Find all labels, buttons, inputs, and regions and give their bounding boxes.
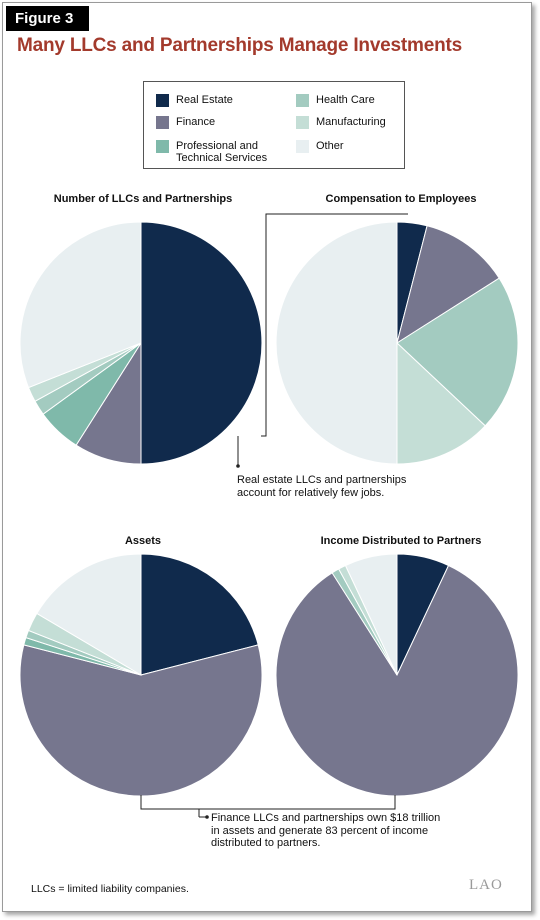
- pie-slice-other: [344, 553, 398, 676]
- pie-slice-other: [19, 221, 142, 389]
- chart-title-compensation: Compensation to Employees: [325, 193, 477, 205]
- chart-title-number: Number of LLCs and Partnerships: [53, 193, 233, 205]
- legend-label-professional-line-2: Technical Services: [176, 152, 268, 164]
- finance-leader-dot: [205, 815, 209, 819]
- legend: Real Estate Finance Professional and Tec…: [143, 81, 405, 169]
- legend-swatch-other: [296, 140, 309, 153]
- real-estate-note-line-2: account for relatively few jobs.: [237, 486, 385, 499]
- lao-logo: LAO: [469, 877, 503, 893]
- legend-label-professional: Professional and Technical Services: [176, 140, 267, 164]
- legend-label-finance: Finance: [176, 116, 216, 128]
- finance-note: Finance LLCs and partnerships own $18 tr…: [211, 812, 440, 850]
- legend-swatch-professional: [156, 140, 169, 153]
- real-estate-leader-dot: [236, 464, 240, 468]
- pie-slice-manufacturing: [396, 341, 486, 465]
- pie-slice-real-estate: [140, 553, 259, 676]
- figure-frame: Figure 3 Many LLCs and Partnerships Mana…: [2, 2, 532, 912]
- pie-income: [275, 553, 519, 797]
- figure-label: Figure 3: [6, 6, 89, 31]
- real-estate-leader-line: [261, 213, 408, 437]
- legend-swatch-health-care: [296, 94, 309, 107]
- pie-slice-real-estate: [140, 221, 263, 465]
- pie-charts: [19, 213, 519, 819]
- legend-label-professional-line-1: Professional and: [176, 140, 258, 152]
- finance-note-line-3: distributed to partners.: [211, 837, 321, 849]
- page-title: Many LLCs and Partnerships Manage Invest…: [17, 35, 463, 56]
- footnote: LLCs = limited liability companies.: [31, 883, 189, 895]
- chart-title-assets: Assets: [124, 535, 162, 547]
- pie-slice-finance: [275, 564, 519, 797]
- legend-label-manufacturing: Manufacturing: [316, 116, 386, 128]
- pie-compensation: [275, 221, 519, 465]
- legend-swatch-real-estate: [156, 94, 169, 107]
- finance-bracket-line: [140, 795, 396, 810]
- pie-slice-other: [275, 221, 398, 465]
- pie-number: [19, 221, 263, 465]
- pie-assets: [19, 553, 263, 797]
- finance-note-line-1: Finance LLCs and partnerships own $18 tr…: [211, 812, 441, 824]
- finance-note-line-2: in assets and generate 83 percent of inc…: [211, 824, 429, 837]
- real-estate-note-line-1: Real estate LLCs and partnerships: [237, 474, 407, 486]
- pie-slice-finance: [396, 225, 500, 345]
- pie-slice-other: [36, 553, 142, 676]
- legend-label-real-estate: Real Estate: [176, 94, 233, 106]
- chart-title-income: Income Distributed to Partners: [320, 535, 482, 547]
- legend-label-health-care: Health Care: [316, 94, 375, 106]
- real-estate-note: Real estate LLCs and partnerships accoun…: [237, 474, 406, 499]
- legend-swatch-manufacturing: [296, 116, 309, 129]
- legend-swatch-finance: [156, 116, 169, 129]
- legend-label-other: Other: [316, 140, 344, 152]
- pie-slice-health-care: [396, 277, 519, 427]
